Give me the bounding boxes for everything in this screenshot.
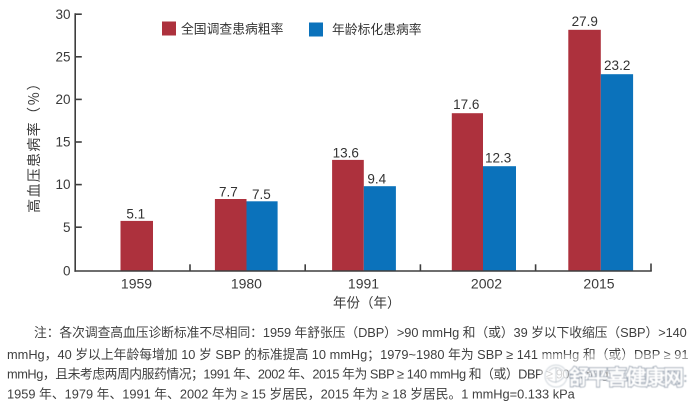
svg-text:7.7: 7.7 [219,185,238,200]
svg-text:1959 年、1979 年、1991 年、2002 年为 ≥: 1959 年、1979 年、1991 年、2002 年为 ≥ 15 岁居民，20… [7,387,576,402]
svg-text:5.1: 5.1 [126,206,145,221]
svg-text:全国调查患病粗率: 全国调查患病粗率 [181,22,284,37]
svg-text:13.6: 13.6 [333,145,359,160]
svg-text:20: 20 [55,92,70,107]
svg-text:1991: 1991 [348,276,379,292]
svg-text:年份（年）: 年份（年） [333,296,401,311]
svg-text:舒平喜健康网: 舒平喜健康网 [569,366,683,390]
svg-text:9.4: 9.4 [367,172,386,187]
svg-text:注：各次调查高血压诊断标准不尽相同：1959 年舒张压（DB: 注：各次调查高血压诊断标准不尽相同：1959 年舒张压（DBP）>90 mmHg… [34,325,687,340]
svg-text:17.6: 17.6 [453,97,479,112]
svg-text:2015: 2015 [583,276,614,292]
svg-text:2002: 2002 [471,276,502,292]
svg-text:高血压患病率（％）: 高血压患病率（％） [26,75,42,213]
svg-text::: : [683,369,688,385]
svg-text:5: 5 [63,220,71,235]
svg-text:12.3: 12.3 [485,151,511,166]
svg-text:27.9: 27.9 [572,14,598,29]
svg-text:15: 15 [55,135,70,150]
svg-text:0: 0 [63,264,71,279]
svg-text:1959: 1959 [121,276,152,292]
svg-text:mmHg，40 岁以上年龄每增加 10 岁 SBP 的标准提: mmHg，40 岁以上年龄每增加 10 岁 SBP 的标准提高 10 mmHg；… [7,347,688,363]
svg-text:30: 30 [55,7,70,22]
svg-text:25: 25 [55,49,70,64]
svg-text:23.2: 23.2 [604,58,630,73]
svg-text:10: 10 [55,177,70,192]
svg-text:mmHg，且未考虑两周内服药情况；1991 年、2002 年: mmHg，且未考虑两周内服药情况；1991 年、2002 年、2015 年为 S… [7,367,620,383]
svg-text:1980: 1980 [231,276,262,292]
svg-text:年龄标化患病率: 年龄标化患病率 [332,22,422,37]
svg-text:7.5: 7.5 [252,187,271,202]
